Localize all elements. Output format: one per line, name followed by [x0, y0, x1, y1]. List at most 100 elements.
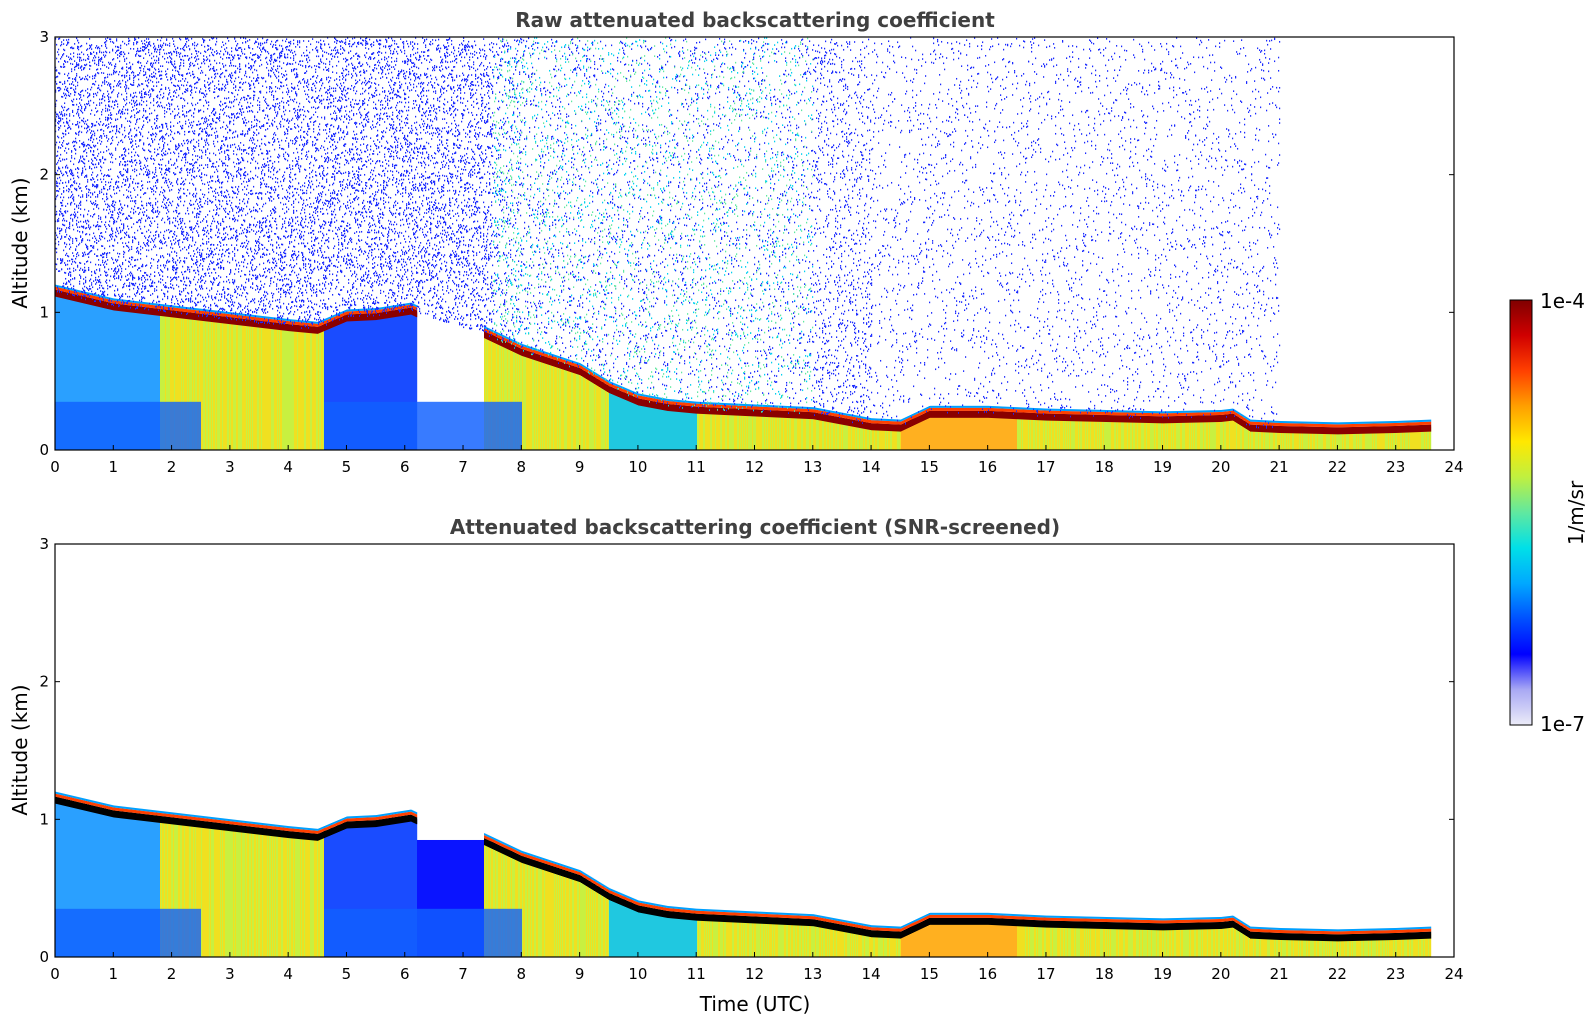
heatmap-column [865, 149, 866, 450]
heatmap-column [754, 53, 755, 450]
heatmap-column [471, 45, 472, 450]
heatmap-column [482, 49, 483, 450]
heatmap-column [1044, 39, 1045, 450]
heatmap-column [729, 40, 730, 450]
heatmap-column [778, 50, 779, 450]
heatmap-column [819, 52, 820, 450]
heatmap-column [1244, 118, 1245, 450]
heatmap-column [783, 73, 784, 450]
heatmap-column [695, 48, 696, 450]
heatmap-column [830, 42, 831, 450]
heatmap-column [1093, 43, 1094, 450]
heatmap-column [627, 45, 628, 450]
heatmap-column [437, 45, 438, 450]
heatmap-column [667, 61, 668, 450]
heatmap-column [906, 66, 907, 450]
heatmap-column [898, 47, 899, 450]
x-tick-label: 12 [745, 458, 764, 476]
heatmap-column [685, 38, 686, 450]
heatmap-column [1257, 47, 1258, 450]
y-tick-label: 1 [39, 810, 49, 828]
heatmap-column [1081, 91, 1082, 450]
panel-snr-screened: Attenuated backscattering coefficient (S… [8, 515, 1464, 1016]
x-tick-label: 18 [1095, 965, 1114, 983]
heatmap-column [904, 77, 905, 450]
heatmap-column [827, 63, 828, 450]
heatmap-column [1101, 156, 1102, 450]
x-tick-label: 19 [1153, 965, 1172, 983]
heatmap-column [687, 49, 688, 450]
heatmap-column [1201, 42, 1202, 450]
heatmap-column [1058, 78, 1059, 450]
heatmap-column [1095, 70, 1096, 450]
heatmap-column [1134, 57, 1135, 450]
heatmap-column [727, 53, 728, 450]
heatmap-column [1041, 65, 1042, 450]
heatmap-column [1243, 47, 1244, 450]
heatmap-column [1138, 70, 1139, 450]
heatmap-column [691, 59, 692, 450]
heatmap-column [646, 80, 647, 450]
heatmap-column [832, 59, 833, 450]
heatmap-column [1213, 109, 1214, 450]
heatmap-column [1003, 49, 1004, 450]
heatmap-column [856, 95, 857, 450]
heatmap-column [1054, 47, 1055, 450]
heatmap-column [880, 116, 881, 450]
heatmap-column [1128, 83, 1129, 450]
heatmap-column [879, 185, 880, 450]
heatmap-column [932, 134, 933, 450]
heatmap-column [469, 46, 470, 450]
heatmap-column [645, 40, 646, 450]
heatmap-column [1135, 146, 1136, 450]
heatmap-column [738, 86, 739, 450]
heatmap-column [838, 81, 839, 450]
heatmap-column [1245, 55, 1246, 450]
heatmap-column [1182, 52, 1183, 450]
heatmap-column [1274, 38, 1275, 450]
heatmap-column [753, 40, 754, 450]
heatmap-column [1279, 41, 1280, 450]
heatmap-column [730, 67, 731, 450]
heatmap-column [445, 46, 446, 450]
heatmap-column [684, 57, 685, 450]
heatmap-column [1180, 46, 1181, 450]
heatmap-column [1234, 112, 1235, 450]
heatmap-column [671, 39, 672, 450]
heatmap-column [1275, 104, 1276, 450]
heatmap-column [1278, 57, 1279, 450]
heatmap-column [803, 74, 804, 450]
heatmap-column [662, 43, 663, 450]
heatmap-column [1222, 174, 1223, 450]
heatmap-column [1071, 147, 1072, 450]
heatmap-column [1159, 86, 1160, 450]
heatmap-column [863, 99, 864, 450]
heatmap-column [663, 48, 664, 450]
x-tick-label: 8 [517, 458, 527, 476]
heatmap-column [860, 49, 861, 450]
heatmap-column [1060, 74, 1061, 450]
heatmap-column [990, 46, 991, 450]
x-tick-label: 4 [283, 965, 293, 983]
x-tick-label: 22 [1328, 965, 1347, 983]
heatmap-column [848, 72, 849, 450]
heatmap-column [837, 45, 838, 450]
heatmap-column [937, 39, 938, 450]
heatmap-column [1113, 77, 1114, 450]
heatmap-column [911, 59, 912, 450]
heatmap-column [1247, 71, 1248, 450]
heatmap-column [1230, 146, 1231, 450]
heatmap-column [1130, 103, 1131, 450]
heatmap-column [690, 50, 691, 450]
heatmap-column [972, 121, 973, 450]
heatmap-column [699, 41, 700, 450]
y-tick-label: 2 [39, 673, 49, 691]
heatmap-column [855, 57, 856, 450]
heatmap-column [714, 46, 715, 450]
heatmap-column [999, 121, 1000, 450]
heatmap-column [1191, 104, 1192, 450]
heatmap-column [1142, 49, 1143, 450]
heatmap-column [427, 50, 428, 450]
heatmap-column [1074, 79, 1075, 450]
x-axis-label: Time (UTC) [699, 992, 811, 1016]
